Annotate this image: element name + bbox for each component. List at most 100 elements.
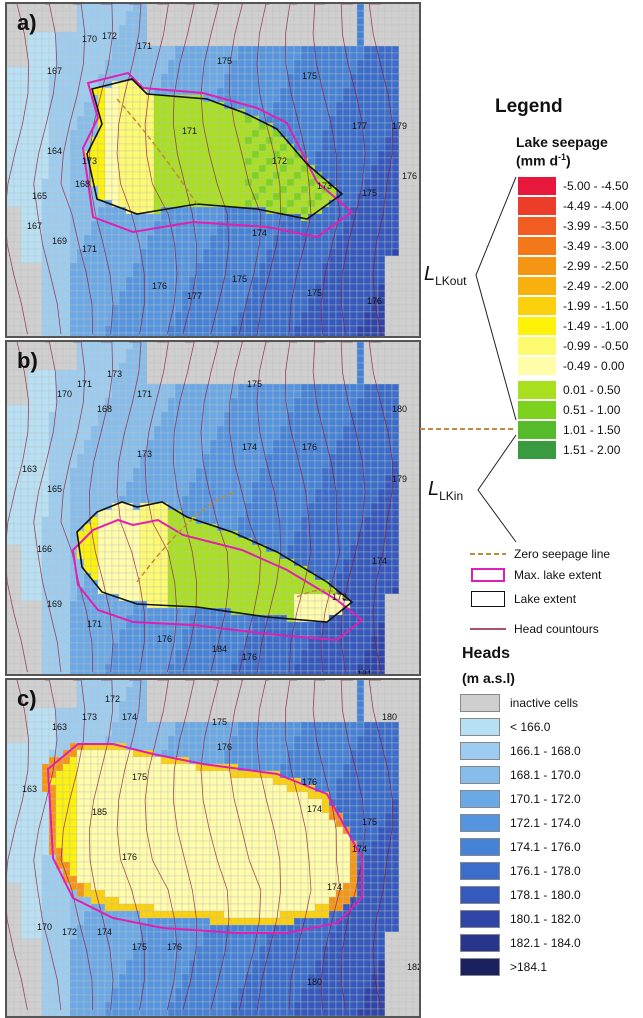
head-class-row: >184.1 — [460, 957, 547, 977]
panel-label-b: b) — [17, 348, 38, 374]
legend-title: Legend — [495, 96, 563, 118]
contour-label: 175 — [232, 274, 247, 284]
contour-label: 176 — [302, 777, 317, 787]
head-swatch — [460, 742, 500, 760]
contour-label: 165 — [32, 191, 47, 201]
contour-label: 180 — [392, 404, 407, 414]
contour-label: 171 — [182, 126, 197, 136]
grid-cells — [7, 4, 419, 336]
contour-label: 177 — [187, 291, 202, 301]
contour-label: 176 — [242, 652, 257, 662]
head-class-row: 182.1 - 184.0 — [460, 933, 581, 953]
contour-label: 164 — [47, 146, 62, 156]
contour-label: 171 — [82, 244, 97, 254]
head-swatch — [460, 814, 500, 832]
contour-label: 175 — [307, 288, 322, 298]
contour-label: 170 — [82, 34, 97, 44]
head-class-row: 166.1 - 168.0 — [460, 741, 581, 761]
contour-label: 184 — [212, 644, 227, 654]
contour-label: 181 — [357, 669, 372, 674]
head-swatch — [460, 910, 500, 928]
contour-label: 174 — [122, 712, 137, 722]
head-class-row: 180.1 - 182.0 — [460, 909, 581, 929]
contour-label: 174 — [372, 556, 387, 566]
head-class-label: 170.1 - 172.0 — [510, 792, 581, 806]
head-class-label: 172.1 - 174.0 — [510, 816, 581, 830]
head-contour-legend: Head countours — [470, 620, 599, 638]
contour-label: 177 — [352, 121, 367, 131]
max-lake-legend: Max. lake extent — [470, 566, 601, 584]
head-swatch — [460, 958, 500, 976]
contour-label: 180 — [307, 977, 322, 987]
head-class-row: 170.1 - 172.0 — [460, 789, 581, 809]
contour-label: 174 — [307, 804, 322, 814]
contour-label: 173 — [332, 592, 347, 602]
contour-label: 172 — [102, 31, 117, 41]
contour-label: 174 — [242, 442, 257, 452]
head-class-row: 176.1 - 178.0 — [460, 861, 581, 881]
head-swatch — [460, 718, 500, 736]
head-class-row: 174.1 - 176.0 — [460, 837, 581, 857]
max-lake-label: Max. lake extent — [514, 568, 601, 582]
heads-unit: (m a.s.l) — [462, 670, 515, 686]
legend: Legend Lake seepage (mm d-1) -5.00 - -4.… — [420, 0, 643, 1017]
lkout-label: LLKout — [424, 263, 466, 288]
map-b-canvas: 1701711731681711751761801791741731741731… — [7, 342, 419, 674]
lake-seepage-title: Lake seepage — [516, 134, 608, 150]
lkin-sub: LKin — [439, 489, 463, 503]
contour-label: 176 — [302, 442, 317, 452]
contour-label: 175 — [302, 71, 317, 81]
contour-label: 185 — [92, 807, 107, 817]
lkout-main: L — [424, 263, 435, 285]
contour-label: 170 — [57, 389, 72, 399]
contour-label: 163 — [22, 464, 37, 474]
head-swatch — [460, 934, 500, 952]
lkin-main: L — [428, 478, 439, 500]
head-class-label: 178.1 - 180.0 — [510, 888, 581, 902]
contour-label: 176 — [402, 171, 417, 181]
head-swatch — [460, 790, 500, 808]
contour-label: 176 — [122, 852, 137, 862]
head-class-row: 178.1 - 180.0 — [460, 885, 581, 905]
contour-label: 169 — [47, 599, 62, 609]
contour-label: 176 — [367, 296, 382, 306]
contour-label: 175 — [362, 817, 377, 827]
contour-label: 169 — [52, 236, 67, 246]
zero-seepage-legend: Zero seepage line — [470, 545, 610, 563]
head-class-row: < 166.0 — [460, 717, 550, 737]
contour-label: 163 — [22, 784, 37, 794]
head-swatch — [460, 838, 500, 856]
contour-label: 172 — [272, 156, 287, 166]
contour-label: 173 — [317, 181, 332, 191]
contour-label: 171 — [137, 41, 152, 51]
heads-title: Heads — [462, 645, 510, 663]
contour-label: 168 — [97, 404, 112, 414]
contour-label: 173 — [82, 156, 97, 166]
panel-label-c: c) — [17, 686, 37, 712]
head-class-row: 168.1 - 170.0 — [460, 765, 581, 785]
head-class-row: inactive cells — [460, 693, 578, 713]
head-swatch — [460, 886, 500, 904]
contour-label: 175 — [362, 188, 377, 198]
contour-label: 171 — [87, 619, 102, 629]
head-class-label: < 166.0 — [510, 720, 550, 734]
head-class-label: 174.1 - 176.0 — [510, 840, 581, 854]
head-class-label: 166.1 - 168.0 — [510, 744, 581, 758]
lkout-bracket — [476, 177, 516, 420]
contour-label: 176 — [152, 281, 167, 291]
zero-seepage-label: Zero seepage line — [514, 547, 610, 561]
contour-label: 171 — [137, 389, 152, 399]
head-contour-line-icon — [470, 626, 506, 632]
head-swatch — [460, 862, 500, 880]
head-class-label: 176.1 - 178.0 — [510, 864, 581, 878]
head-swatch — [460, 694, 500, 712]
contour-label: 174 — [352, 844, 367, 854]
contour-label: 180 — [382, 712, 397, 722]
zero-seepage-line-icon — [470, 551, 506, 557]
contour-label: 165 — [47, 484, 62, 494]
head-class-row: 172.1 - 174.0 — [460, 813, 581, 833]
